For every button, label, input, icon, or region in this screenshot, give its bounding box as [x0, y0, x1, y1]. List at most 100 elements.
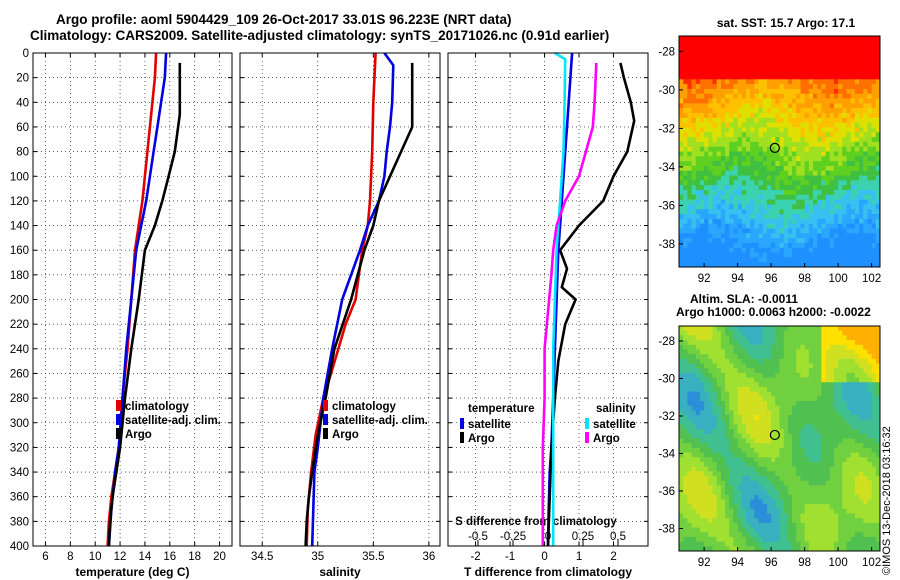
map-cell — [683, 262, 688, 268]
map-cell — [729, 242, 734, 249]
map-cell — [813, 141, 818, 148]
map-cell — [679, 410, 684, 416]
map-cell — [775, 452, 780, 458]
map-cell — [808, 113, 814, 119]
map-cell — [800, 536, 806, 543]
map-cell — [833, 257, 839, 263]
map-cell — [796, 494, 801, 500]
map-cell — [821, 494, 826, 500]
map-cell — [850, 190, 856, 196]
map-cell — [741, 433, 747, 439]
map-cell — [679, 471, 684, 477]
map-cell — [867, 443, 873, 449]
map-cell — [695, 536, 701, 543]
map-cell — [813, 257, 818, 263]
map-cell — [746, 452, 751, 458]
map-cell — [871, 165, 877, 172]
map-cell — [813, 170, 818, 176]
map-cell — [758, 438, 764, 444]
map-cell — [825, 532, 831, 538]
map-cell — [875, 546, 881, 552]
map-cell — [787, 214, 793, 220]
map-cell — [720, 358, 726, 364]
map-cell — [792, 396, 797, 402]
legend-swatch — [323, 428, 328, 439]
map-cell — [691, 485, 697, 491]
map-cell — [796, 396, 801, 402]
map-cell — [850, 242, 856, 249]
map-cell — [854, 40, 860, 47]
map-cell — [800, 419, 806, 425]
map-cell — [695, 335, 701, 341]
map-cell — [825, 363, 831, 369]
map-cell — [854, 185, 860, 191]
map-cell — [691, 262, 697, 268]
map-cell — [804, 218, 810, 225]
map-cell — [813, 513, 818, 519]
map-cell — [746, 508, 751, 514]
map-cell — [813, 433, 818, 439]
map-cell — [825, 349, 831, 355]
map-cell — [754, 156, 759, 162]
map-cell — [754, 161, 759, 167]
map-cell — [796, 214, 801, 220]
map-cell — [859, 88, 864, 95]
map-cell — [754, 228, 759, 234]
map-cell — [792, 223, 797, 229]
map-cell — [741, 443, 747, 449]
map-cell — [867, 433, 873, 439]
map-cell — [787, 335, 793, 341]
map-cell — [821, 199, 826, 205]
map-cell — [829, 233, 835, 239]
map-cell — [695, 476, 701, 482]
map-cell — [859, 69, 864, 75]
map-cell — [787, 199, 793, 205]
map-cell — [683, 141, 688, 148]
map-cell — [871, 522, 877, 528]
map-cell — [716, 40, 722, 47]
map-cell — [754, 518, 759, 524]
map-cell — [825, 344, 831, 350]
map-cell — [741, 546, 747, 552]
map-cell — [704, 429, 709, 435]
map-cell — [683, 532, 688, 538]
map-cell — [699, 480, 705, 486]
map-cell — [817, 151, 822, 157]
map-cell — [783, 358, 789, 364]
map-cell — [813, 429, 818, 435]
map-cell — [850, 50, 856, 56]
map-cell — [771, 382, 776, 388]
map-cell — [821, 50, 826, 56]
map-cell — [762, 532, 768, 538]
map-cell — [775, 185, 780, 191]
map-cell — [833, 532, 839, 538]
map-cell — [838, 137, 843, 143]
map-cell — [787, 88, 793, 95]
map-cell — [695, 190, 701, 196]
legend-label: Argo — [332, 429, 359, 441]
map-cell — [850, 93, 856, 99]
map-cell — [716, 447, 722, 453]
map-cell — [716, 204, 722, 210]
map-cell — [800, 190, 806, 196]
map-cell — [704, 74, 709, 80]
map-cell — [712, 452, 718, 458]
map-cell — [737, 146, 743, 152]
map-cell — [833, 424, 839, 430]
map-cell — [804, 358, 810, 364]
map-cell — [863, 247, 868, 253]
map-cell — [725, 146, 730, 152]
map-cell — [800, 532, 806, 538]
map-cell — [817, 461, 822, 468]
y-tick-label: 100 — [10, 171, 29, 183]
map-cell — [859, 113, 864, 119]
map-cell — [863, 391, 868, 397]
map-cell — [691, 84, 697, 90]
map-cell — [792, 476, 797, 482]
map-cell — [854, 518, 860, 524]
map-cell — [779, 194, 785, 201]
map-cell — [829, 480, 835, 486]
map-cell — [758, 424, 764, 430]
map-cell — [771, 415, 776, 421]
map-cell — [842, 527, 847, 533]
